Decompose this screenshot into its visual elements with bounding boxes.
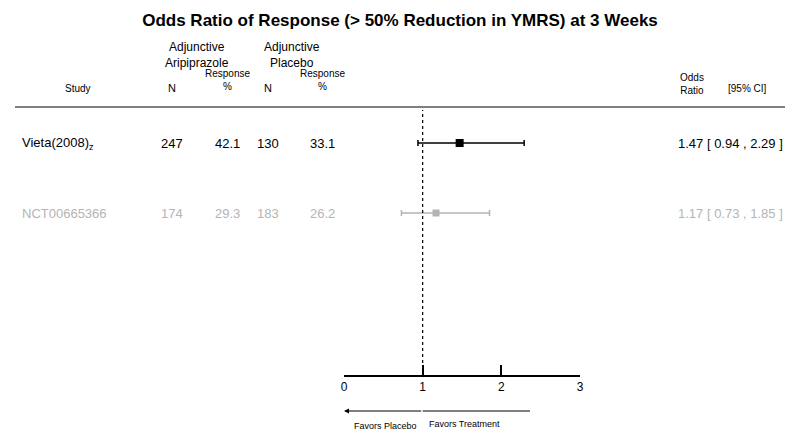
svg-text:OddsRatio: OddsRatio (680, 72, 704, 96)
svg-text:Odds Ratio of Response (> 50%: Odds Ratio of Response (> 50% Reduction … (142, 11, 658, 30)
svg-text:N: N (168, 82, 176, 94)
svg-text:0: 0 (341, 380, 348, 394)
svg-text:[95% CI]: [95% CI] (728, 83, 767, 94)
svg-text:Response%: Response% (205, 68, 250, 92)
svg-text:1.47 [ 0.94 , 2.29 ]: 1.47 [ 0.94 , 2.29 ] (678, 136, 783, 151)
svg-text:Vieta(2008)​z​: Vieta(2008)​z​ (22, 135, 94, 152)
svg-text:N: N (264, 82, 272, 94)
svg-text:29.3: 29.3 (215, 206, 240, 221)
svg-text:183: 183 (257, 206, 279, 221)
svg-text:26.2: 26.2 (310, 206, 335, 221)
svg-text:174: 174 (161, 206, 183, 221)
svg-text:Favors Treatment: Favors Treatment (429, 419, 500, 429)
svg-text:NCT00665366: NCT00665366 (22, 206, 107, 221)
svg-text:Favors Placebo: Favors Placebo (354, 421, 417, 431)
svg-text:AdjunctivePlacebo: AdjunctivePlacebo (264, 40, 320, 70)
svg-text:42.1: 42.1 (215, 136, 240, 151)
svg-text:Response%: Response% (300, 68, 345, 92)
svg-text:1.17 [ 0.73 , 1.85 ]: 1.17 [ 0.73 , 1.85 ] (678, 206, 783, 221)
svg-text:247: 247 (161, 136, 183, 151)
svg-text:Study: Study (65, 83, 91, 94)
svg-text:130: 130 (257, 136, 279, 151)
svg-text:AdjunctiveAripiprazole: AdjunctiveAripiprazole (165, 40, 229, 70)
svg-text:3: 3 (577, 380, 584, 394)
svg-text:2: 2 (498, 380, 505, 394)
svg-text:33.1: 33.1 (310, 136, 335, 151)
svg-text:1: 1 (419, 380, 426, 394)
